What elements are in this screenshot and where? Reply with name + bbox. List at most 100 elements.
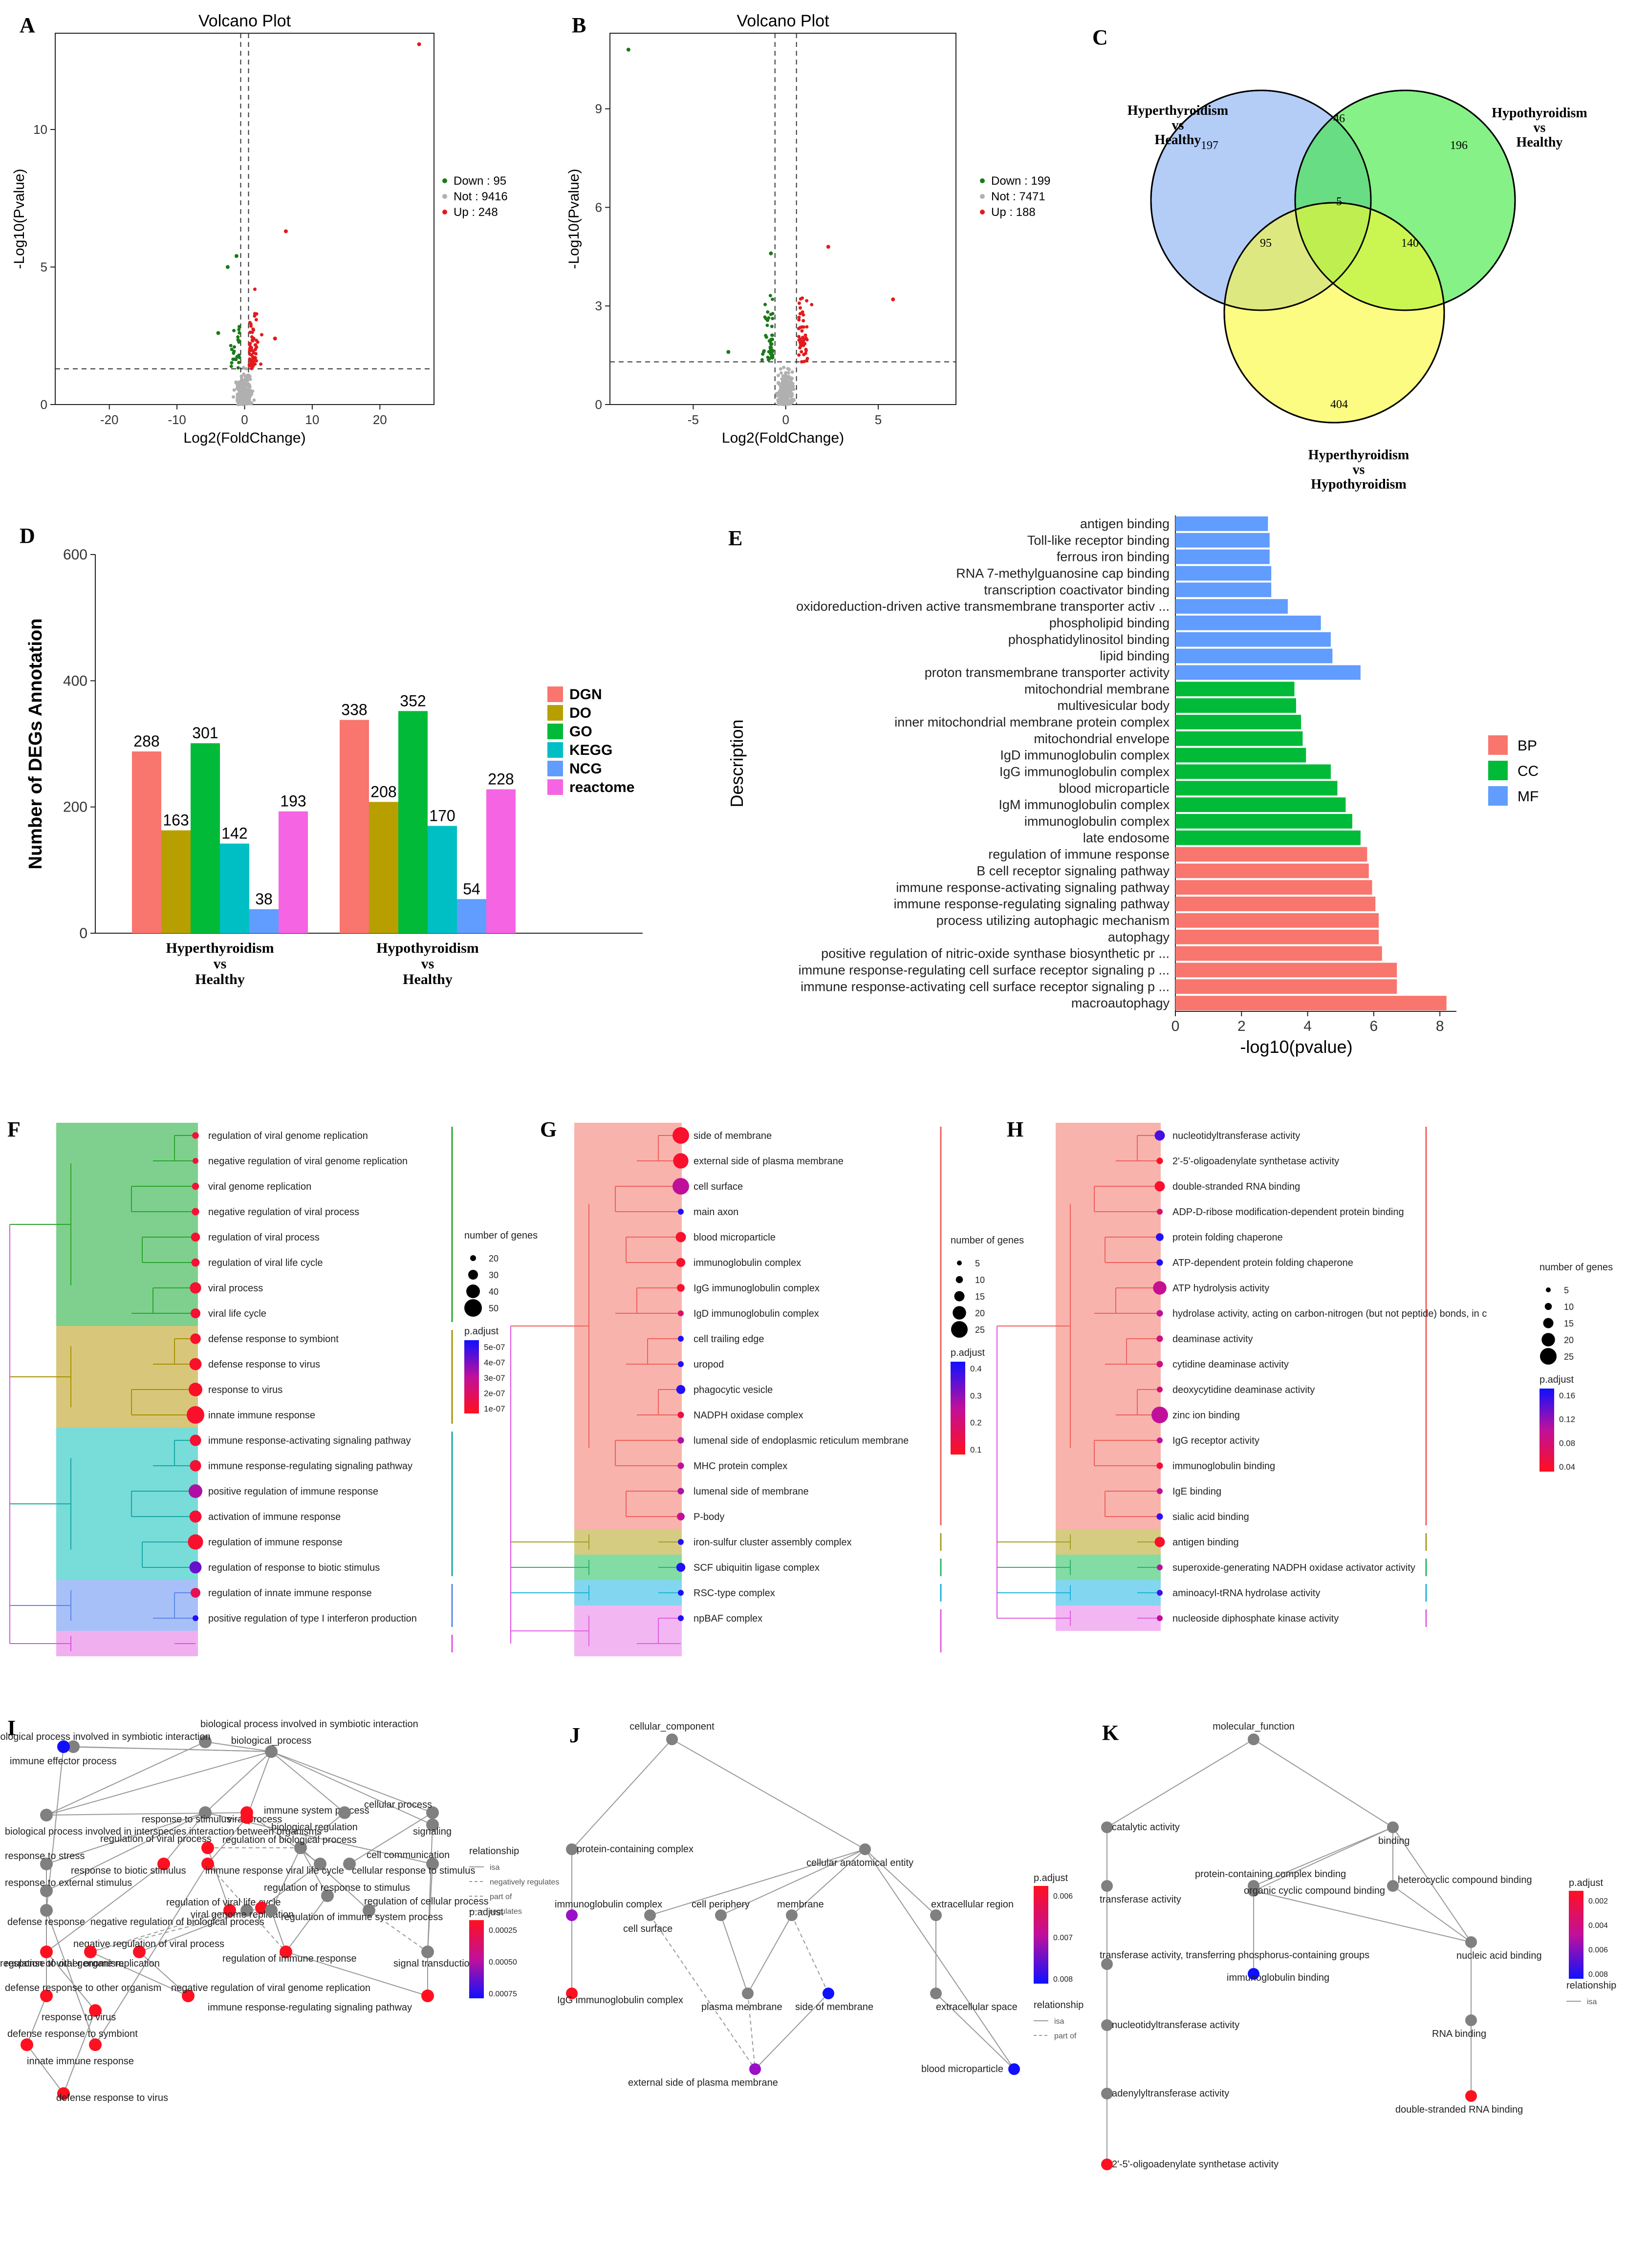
point-not-significant [245,389,249,393]
bar-CC [1175,715,1301,729]
y-tick-label: 200 [63,799,87,815]
size-legend-dot [957,1261,962,1265]
point-up [248,321,252,324]
category-label: process utilizing autophagic mechanism [936,913,1170,928]
point-up [802,325,805,329]
node-label: regulation of immune system process [281,1912,443,1923]
panel-label-F: F [7,1117,21,1141]
network-edge [791,1915,829,1994]
network-edge [46,1812,247,1816]
venn-region-C_only: 404 [1330,398,1348,411]
point-not-significant [776,373,780,377]
term-label: IgD immunoglobulin complex [694,1308,819,1319]
size-legend-title: number of genes [951,1235,1024,1246]
dendrogram-plot-F: regulation of viral genome replication ne… [9,1123,538,1656]
padj-legend-title: p.adjust [469,1907,503,1918]
venn-set-3 [1223,202,1445,424]
node-label: defense response [7,1917,85,1927]
term-label: defense response to symbiont [208,1334,339,1345]
point-down [230,347,234,351]
category-label: IgG immunoglobulin complex [999,764,1170,779]
point-not-significant [782,365,786,369]
bar-MF [1175,648,1333,663]
point-not-significant [232,388,236,392]
bar-CC [1175,814,1352,829]
point-down [238,339,241,343]
bar-BP [1175,963,1397,978]
network-edge [285,1951,428,1996]
network-node [338,1806,351,1819]
group-label: Healthy [195,971,245,987]
bar-GO [398,711,428,933]
category-label: macroautophagy [1071,996,1170,1010]
network-node [40,1858,53,1870]
point-down [229,343,233,347]
term-label: deoxycytidine deaminase activity [1172,1385,1315,1395]
size-legend-dot [1541,1333,1555,1347]
x-tick-label: 4 [1303,1018,1312,1034]
category-label: IgD immunoglobulin complex [1000,748,1170,763]
bar-MF [1175,566,1272,581]
category-label: phosphatidylinositol binding [1008,632,1170,647]
term-dot [193,1615,198,1621]
network-node [930,1909,942,1921]
network-node [426,1819,439,1831]
network-node [1248,1968,1259,1980]
term-label: innate immune response [208,1410,315,1421]
size-legend-dot [1546,1287,1551,1292]
y-axis-label: Description [727,719,747,807]
point-not-significant [245,384,249,387]
panel-label-I: I [7,1716,16,1740]
node-label: negative regulation of viral genome repl… [171,1983,370,1993]
network-edge [261,1863,321,1908]
term-label: ADP-D-ribose modification-dependent prot… [1172,1207,1404,1218]
legend-entry: Not : 7471 [991,190,1045,203]
term-dot [1157,1387,1163,1392]
x-tick-label: 5 [875,412,882,427]
bar-value-label: 54 [463,880,480,898]
category-label: IgM immunoglobulin complex [998,797,1170,812]
point-not-significant [785,391,789,395]
bar-BP [1175,929,1379,944]
bar-MF [1175,516,1268,531]
network-edge [300,1847,369,1911]
bar-BP [1175,880,1372,895]
network-edge [747,1915,792,1994]
term-label: regulation of response to biotic stimulu… [208,1562,380,1573]
category-label: immune response-regulating cell surface … [799,963,1170,977]
point-down [235,355,239,359]
legend-key-DO [547,705,563,721]
network-node [40,1904,53,1917]
node-label: extracellular region [931,1899,1014,1910]
category-label: B cell receptor signaling pathway [976,863,1170,878]
bar-CC [1175,781,1338,796]
size-legend-dot [1544,1303,1552,1310]
network-J: cellular_component protein-containing com… [555,1721,1084,2088]
bar-MF [1175,549,1270,564]
padj-legend-label: 0.008 [1588,1970,1608,1979]
term-label: aminoacyl-tRNA hydrolase activity [1172,1588,1320,1599]
venn-region-ABC: 5 [1336,195,1342,208]
x-axis-label: Log2(FoldChange) [722,430,844,446]
cluster-band [56,1631,198,1656]
network-edge [63,1746,272,1752]
point-up [799,297,802,301]
term-label: lumenal side of membrane [694,1486,809,1497]
term-dot [1156,1361,1163,1368]
group-label: Hypothyroidism [376,940,479,956]
term-dot [190,1333,201,1344]
node-label: transferase activity [1100,1894,1181,1905]
term-dot [189,1358,202,1370]
legend-entry: DO [569,705,591,721]
term-label: immunoglobulin complex [694,1258,801,1268]
y-tick-label: 0 [79,925,87,941]
network-node [40,1809,53,1821]
network-edge [271,1751,433,1825]
legend-key-not [980,194,985,199]
bar-DGN [132,751,161,933]
legend-entry: NCG [569,761,602,777]
legend-entry: CC [1518,763,1539,779]
point-not-significant [787,377,791,381]
category-label: immunoglobulin complex [1024,814,1170,829]
term-dot [1156,1233,1164,1241]
